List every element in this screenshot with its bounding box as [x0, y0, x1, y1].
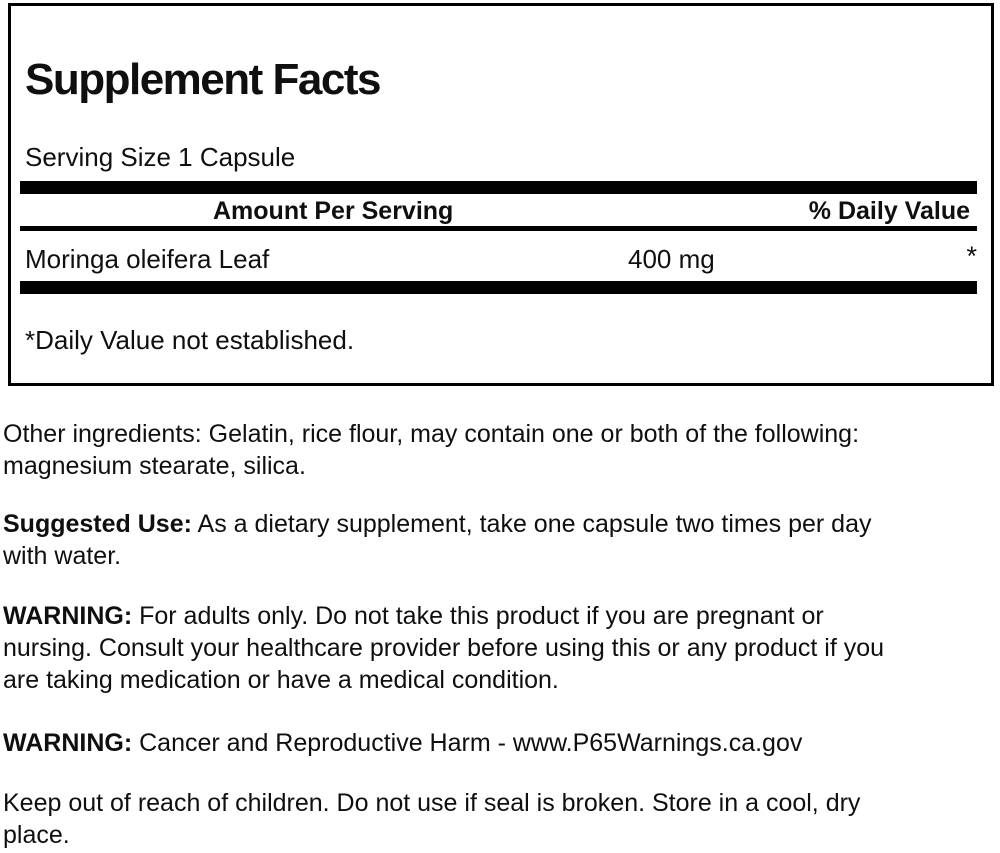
- thick-divider-bar: [20, 181, 977, 194]
- ingredient-name: Moringa oleifera Leaf: [25, 244, 270, 274]
- thick-divider-bar: [20, 281, 977, 294]
- warning-prop65-paragraph: WARNING: Cancer and Reproductive Harm - …: [3, 727, 1000, 759]
- column-header-daily-value: % Daily Value: [808, 197, 970, 225]
- ingredient-amount: 400 mg: [628, 244, 715, 274]
- suggested-use-paragraph: Suggested Use: As a dietary supplement, …: [3, 508, 1000, 572]
- suggested-use-line: with water.: [3, 542, 122, 570]
- table-header-row: Amount Per Serving % Daily Value: [25, 198, 977, 225]
- thin-divider-rule: [20, 226, 977, 231]
- other-ingredients-paragraph: Other ingredients: Gelatin, rice flour, …: [3, 418, 1000, 482]
- panel-title: Supplement Facts: [25, 55, 381, 104]
- warning-usage-line: are taking medication or have a medical …: [3, 666, 559, 694]
- warning-usage-text: For adults only. Do not take this produc…: [139, 602, 824, 630]
- column-header-amount-per-serving: Amount Per Serving: [213, 197, 454, 225]
- storage-paragraph: Keep out of reach of children. Do not us…: [3, 787, 1000, 851]
- serving-size: Serving Size 1 Capsule: [25, 142, 296, 172]
- suggested-use-line: Suggested Use: As a dietary supplement, …: [3, 508, 1000, 540]
- daily-value-footnote: *Daily Value not established.: [25, 325, 355, 355]
- suggested-use-label: Suggested Use:: [3, 510, 192, 538]
- warning-prop65-line: WARNING: Cancer and Reproductive Harm - …: [3, 727, 1000, 759]
- suggested-use-text: As a dietary supplement, take one capsul…: [197, 510, 872, 538]
- warning-usage-paragraph: WARNING: For adults only. Do not take th…: [3, 600, 1000, 696]
- other-ingredients-line: Other ingredients: Gelatin, rice flour, …: [3, 420, 860, 448]
- supplement-label-page: Supplement Facts Serving Size 1 Capsule …: [0, 3, 1000, 851]
- supplement-facts-panel: Supplement Facts Serving Size 1 Capsule …: [8, 3, 994, 386]
- other-ingredients-line: magnesium stearate, silica.: [3, 452, 306, 480]
- warning-usage-line: WARNING: For adults only. Do not take th…: [3, 600, 1000, 632]
- warning-usage-line: nursing. Consult your healthcare provide…: [3, 634, 885, 662]
- warning-label: WARNING:: [3, 729, 133, 757]
- warning-label: WARNING:: [3, 602, 133, 630]
- warning-prop65-text: Cancer and Reproductive Harm - www.P65Wa…: [139, 729, 803, 757]
- storage-line: Keep out of reach of children. Do not us…: [3, 789, 861, 817]
- storage-line: place.: [3, 821, 70, 849]
- label-body-copy: Other ingredients: Gelatin, rice flour, …: [0, 418, 1000, 851]
- ingredient-daily-value-asterisk: *: [966, 241, 977, 271]
- table-row: Moringa oleifera Leaf 400 mg *: [25, 241, 977, 274]
